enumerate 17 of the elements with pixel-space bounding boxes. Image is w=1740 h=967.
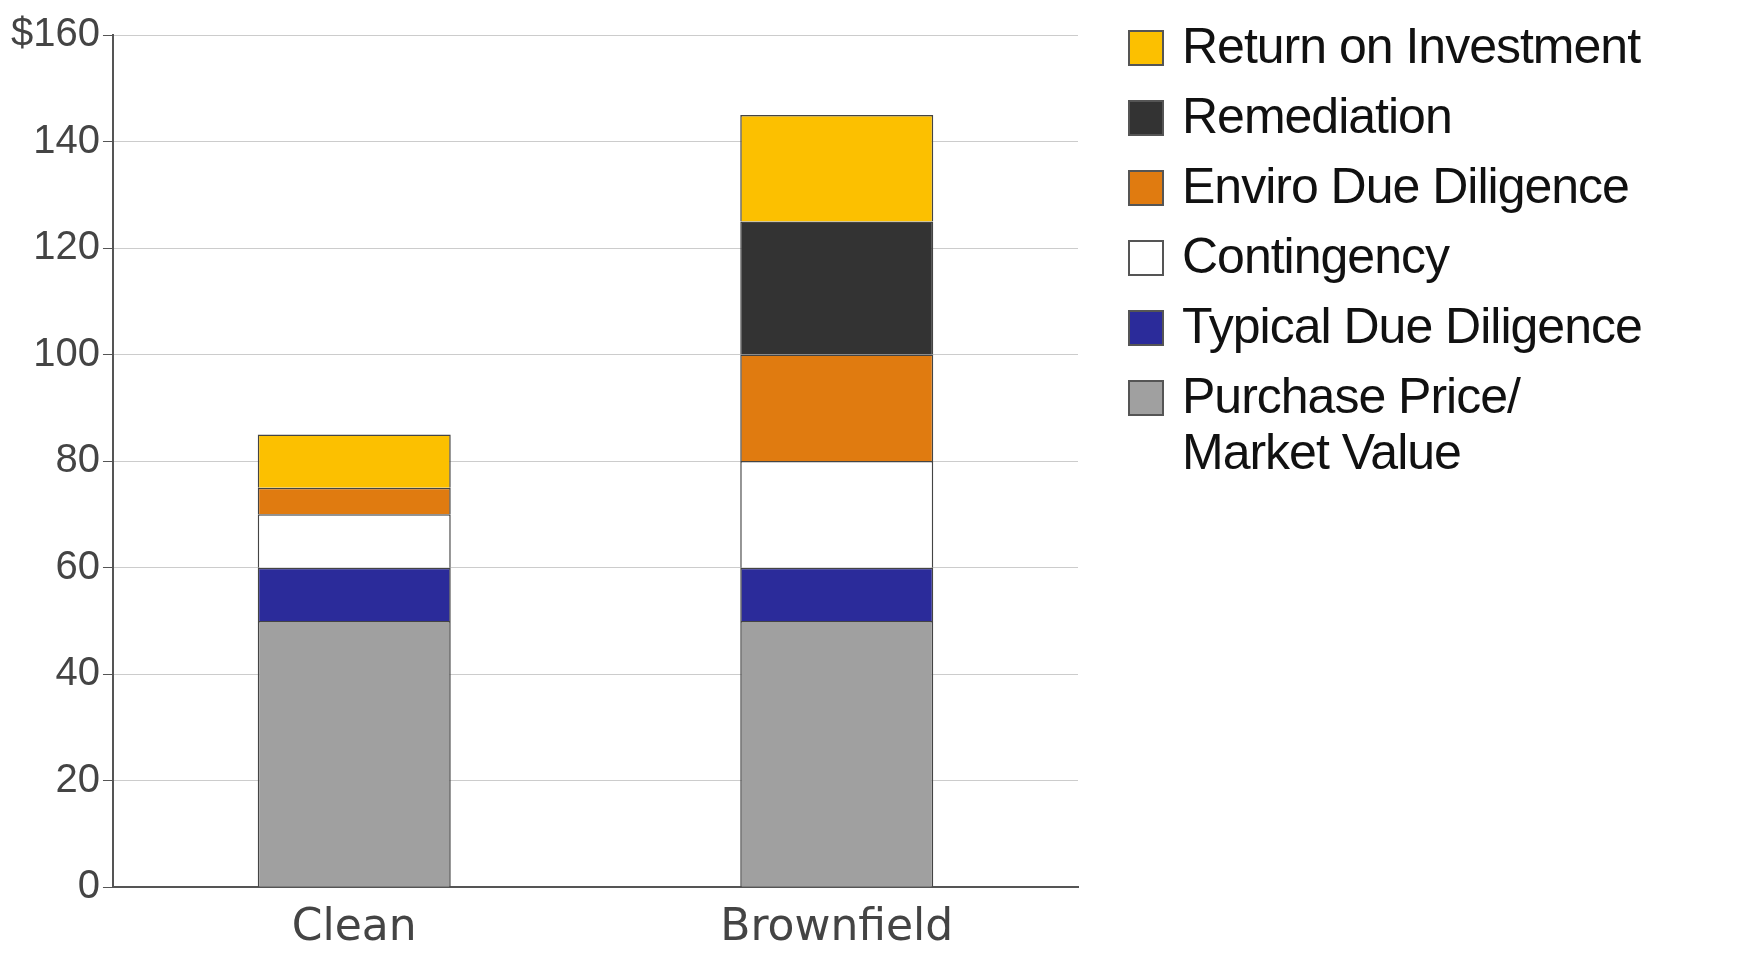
x-tick-label: Brownfield: [720, 899, 954, 951]
y-tick-label: 60: [55, 542, 100, 587]
x-tick-label: Clean: [291, 899, 417, 951]
y-tick-label: 20: [55, 755, 100, 800]
y-tick-label: 140: [33, 116, 100, 161]
legend-label: Return on Investment: [1182, 18, 1642, 74]
legend-label: Purchase Price/ Market Value: [1182, 368, 1522, 480]
y-tick-label: 0: [77, 862, 100, 907]
y-tick-label: 100: [33, 329, 100, 374]
legend-label: Remediation: [1182, 88, 1453, 144]
text: Contingency: [1182, 228, 1451, 284]
y-tick-label: $160: [11, 10, 100, 55]
y-tick-label: 120: [33, 223, 100, 268]
legend-label: Enviro Due Diligence: [1182, 158, 1630, 214]
y-tick-label: 80: [55, 436, 100, 481]
y-tick-label: 40: [55, 649, 100, 694]
legend-label: Typical Due Diligence: [1182, 298, 1642, 354]
